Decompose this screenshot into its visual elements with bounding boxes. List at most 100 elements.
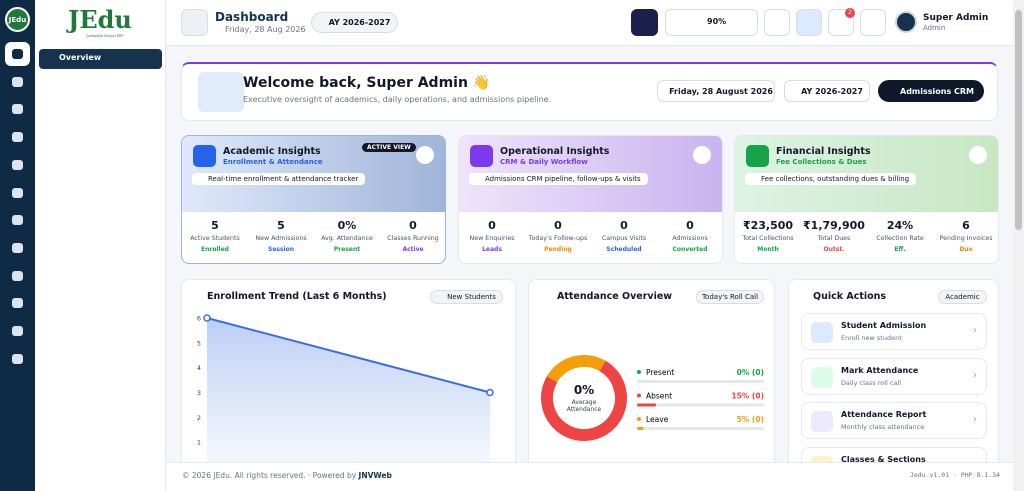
action-title: Classes & Sections: [841, 454, 926, 464]
card-description: Fee collections, outstanding dues & bill…: [745, 173, 917, 185]
stat-tag: Due: [959, 246, 973, 253]
stat-tag: Session: [268, 246, 294, 253]
legend-dot: [637, 370, 641, 374]
rail-icon[interactable]: [12, 76, 23, 87]
rail-icon[interactable]: [12, 49, 23, 59]
y-tick-label: 3: [197, 389, 201, 397]
panel-title: Enrollment Trend (Last 6 Months): [207, 291, 387, 302]
action-chevron: ›: [973, 414, 977, 425]
card-title: Financial Insights: [776, 146, 871, 157]
add-button[interactable]: [631, 9, 658, 36]
header: [166, 0, 1013, 46]
action-title: Attendance Report: [841, 410, 927, 419]
rail-icon[interactable]: [12, 270, 23, 281]
progress-track: [637, 427, 764, 430]
notification-button[interactable]: [860, 9, 886, 36]
stat-value: 6: [962, 219, 970, 232]
stat-label: Total Collections: [742, 235, 794, 242]
card-subtitle: CRM & Daily Workflow: [500, 158, 588, 166]
footer: [166, 462, 1013, 491]
stat-value: 0: [620, 219, 628, 232]
brand-tagline: Complete School ERP: [86, 34, 124, 38]
rail-icon[interactable]: [12, 159, 23, 170]
y-tick-label: 6: [197, 315, 201, 323]
stat-tag: Leads: [482, 246, 502, 253]
rail-icon[interactable]: [12, 187, 23, 198]
donut-caption: Average Attendance: [566, 399, 602, 413]
action-subtitle: Monthly class attendance: [841, 423, 925, 431]
stat-label: New Admissions: [255, 235, 307, 242]
legend-dot: [637, 417, 641, 421]
stat-label: Avg. Attendance: [321, 235, 373, 242]
roll-call-pill: Today's Roll Call: [696, 290, 764, 304]
page-title: Dashboard: [215, 10, 289, 24]
rail-icon[interactable]: [12, 104, 23, 115]
quick-action[interactable]: Mark Attendance Daily class roll call ›: [801, 357, 987, 395]
action-subtitle: Enroll new student: [841, 334, 902, 342]
menu-item[interactable]: Overview: [39, 49, 162, 69]
action-icon: [811, 322, 833, 343]
quick-action[interactable]: Student Admission Enroll new student ›: [801, 313, 987, 350]
stat-value: 0: [686, 219, 694, 232]
rail-icon[interactable]: [12, 132, 23, 143]
action-chevron: ›: [973, 369, 977, 381]
card-icon: [193, 145, 216, 167]
legend-name: Leave: [646, 415, 669, 424]
quick-action[interactable]: Attendance Report Monthly class attendanc…: [801, 402, 987, 439]
action-title: Student Admission: [841, 321, 927, 330]
progress-track: [637, 403, 764, 407]
stat-tag: Eff.: [894, 246, 906, 253]
notification-badge: 2: [845, 8, 855, 18]
avatar[interactable]: [895, 11, 917, 33]
crm-button[interactable]: Admissions CRM: [878, 80, 984, 102]
action-icon: [811, 366, 833, 388]
welcome-title: Welcome back, Super Admin 👋: [243, 75, 491, 91]
progress-track: [637, 380, 764, 383]
panel-title: Quick Actions: [813, 291, 887, 302]
stat-label: Pending Invoices: [939, 235, 993, 242]
welcome-banner: Welcome back, Super Admin 👋 Executive ove…: [181, 62, 998, 121]
assistant-button[interactable]: [796, 9, 822, 36]
insight-card[interactable]: Financial Insights Fee Collections & Dues…: [734, 135, 999, 264]
legend-value: 15% (0): [731, 392, 764, 401]
trend-area: [207, 318, 490, 467]
insight-card[interactable]: Operational Insights CRM & Daily Workflow…: [458, 135, 723, 264]
enrollment-panel: Enrollment Trend (Last 6 Months) New Stud…: [181, 279, 516, 479]
rail-icon[interactable]: [12, 326, 23, 336]
legend-dot: [637, 393, 641, 398]
card-arrow[interactable]: [416, 146, 434, 164]
footer-brand[interactable]: JNVWeb: [358, 471, 392, 480]
card-arrow[interactable]: [693, 146, 711, 164]
rail-icon[interactable]: [12, 298, 23, 309]
stat-label: Active Students: [190, 235, 240, 242]
stat-label: Admissions: [672, 235, 708, 242]
filter-pill[interactable]: New Students: [430, 290, 503, 304]
year-pill[interactable]: AY 2026-2027: [784, 80, 870, 102]
rail-icon[interactable]: [12, 242, 23, 253]
trend-line: [206, 317, 491, 394]
year-pill[interactable]: AY 2026-2027: [311, 12, 398, 33]
fullscreen-button[interactable]: [764, 9, 790, 36]
stat-value: 0: [409, 219, 417, 232]
progress-bar: [637, 403, 657, 407]
card-icon: [470, 145, 493, 167]
brand-logo: JEdu: [68, 5, 132, 34]
quick-actions-panel: Quick Actions Academic Student Admission En…: [788, 279, 999, 479]
zoom-group[interactable]: [665, 9, 758, 36]
card-arrow[interactable]: [969, 146, 987, 164]
stat-tag: Pending: [544, 246, 572, 253]
menu-panel: [35, 0, 166, 491]
legend-name: Absent: [646, 392, 672, 401]
attendance-panel: Attendance Overview Today's Roll Call Pres…: [528, 279, 775, 479]
trend-point: [486, 388, 494, 397]
insight-card[interactable]: Academic Insights Enrollment & Attendance…: [181, 135, 446, 264]
rail-icon[interactable]: [12, 353, 23, 364]
stat-value: 24%: [886, 219, 914, 232]
welcome-art: [198, 72, 244, 112]
header-date: Friday, 28 Aug 2026: [225, 25, 306, 34]
rail-icon[interactable]: [12, 215, 23, 226]
card-title: Academic Insights: [223, 146, 321, 157]
stat-label: Classes Running: [387, 235, 439, 242]
stat-value: ₹23,500: [742, 219, 794, 232]
